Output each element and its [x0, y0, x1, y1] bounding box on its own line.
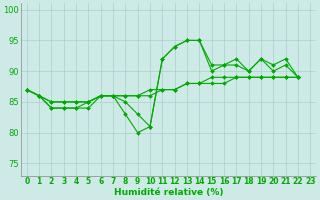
X-axis label: Humidité relative (%): Humidité relative (%) [114, 188, 223, 197]
